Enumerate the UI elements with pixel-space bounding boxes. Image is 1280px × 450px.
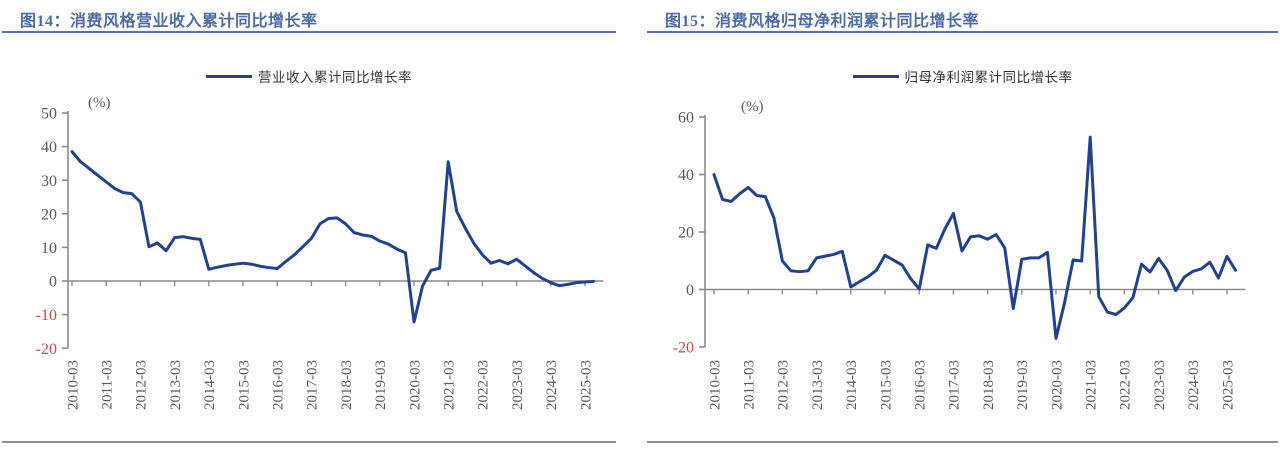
svg-text:2021-03: 2021-03 xyxy=(1083,360,1099,410)
legend-line-swatch xyxy=(852,74,899,78)
svg-text:2014-03: 2014-03 xyxy=(844,360,860,410)
svg-text:2012-03: 2012-03 xyxy=(134,360,150,410)
svg-text:-20: -20 xyxy=(36,341,57,358)
title-rule xyxy=(2,31,616,33)
svg-text:2019-03: 2019-03 xyxy=(1015,360,1031,410)
svg-text:2021-03: 2021-03 xyxy=(441,360,457,410)
svg-text:2023-03: 2023-03 xyxy=(510,360,526,410)
svg-text:2015-03: 2015-03 xyxy=(236,360,252,410)
svg-text:2014-03: 2014-03 xyxy=(202,360,218,410)
svg-text:50: 50 xyxy=(41,106,57,123)
svg-text:2015-03: 2015-03 xyxy=(878,360,894,410)
line-chart-canvas: 50 40 30 20 10 0 -10 -20 2010-03 2011-03 2012-03 20… xyxy=(36,95,604,410)
svg-text:2019-03: 2019-03 xyxy=(373,360,389,410)
svg-text:10: 10 xyxy=(41,240,57,257)
svg-text:40: 40 xyxy=(41,139,57,156)
svg-text:2011-03: 2011-03 xyxy=(99,360,115,409)
svg-text:(%): (%) xyxy=(88,95,111,111)
svg-text:(%): (%) xyxy=(741,99,764,115)
svg-text:2022-03: 2022-03 xyxy=(476,360,492,410)
legend-line-swatch xyxy=(206,74,252,78)
svg-text:2025-03: 2025-03 xyxy=(1220,360,1236,410)
svg-text:2016-03: 2016-03 xyxy=(270,360,286,410)
title-rule xyxy=(647,31,1278,33)
svg-text:2011-03: 2011-03 xyxy=(741,360,757,409)
svg-text:2013-03: 2013-03 xyxy=(168,360,184,410)
figure-title: 图14：消费风格营业收入累计同比增长率 xyxy=(20,13,318,30)
svg-text:2016-03: 2016-03 xyxy=(912,360,928,410)
line-chart-canvas: 60 40 20 0 -20 2010-03 2011-03 2012-03 2013-03 20… xyxy=(673,99,1246,410)
svg-text:2018-03: 2018-03 xyxy=(981,360,997,410)
svg-text:2020-03: 2020-03 xyxy=(407,360,423,410)
svg-text:0: 0 xyxy=(686,282,694,299)
svg-text:30: 30 xyxy=(41,173,57,190)
svg-text:40: 40 xyxy=(678,167,694,184)
svg-text:2024-03: 2024-03 xyxy=(544,360,560,410)
svg-text:-10: -10 xyxy=(36,307,57,324)
svg-text:0: 0 xyxy=(49,274,57,291)
svg-text:2020-03: 2020-03 xyxy=(1049,360,1065,410)
svg-text:2013-03: 2013-03 xyxy=(810,360,826,410)
legend: 归母净利润累计同比增长率 xyxy=(645,66,1280,86)
svg-text:2022-03: 2022-03 xyxy=(1118,360,1134,410)
svg-text:2012-03: 2012-03 xyxy=(776,360,792,410)
svg-text:2017-03: 2017-03 xyxy=(305,360,321,410)
footer-rule xyxy=(2,441,616,443)
legend: 营业收入累计同比增长率 xyxy=(0,66,618,86)
legend-label: 营业收入累计同比增长率 xyxy=(258,70,412,85)
svg-text:2010-03: 2010-03 xyxy=(707,360,723,410)
figure-title: 图15：消费风格归母净利润累计同比增长率 xyxy=(665,13,980,30)
svg-text:20: 20 xyxy=(41,206,57,223)
svg-text:2025-03: 2025-03 xyxy=(578,360,594,410)
svg-text:-20: -20 xyxy=(673,340,694,357)
figure-panel-15: 图15：消费风格归母净利润累计同比增长率 归母净利润累计同比增长率 60 40 20… xyxy=(645,0,1280,450)
svg-text:20: 20 xyxy=(678,225,694,242)
svg-text:2017-03: 2017-03 xyxy=(947,360,963,410)
svg-text:2024-03: 2024-03 xyxy=(1186,360,1202,410)
svg-text:2010-03: 2010-03 xyxy=(65,360,81,410)
figure-panel-14: 图14：消费风格营业收入累计同比增长率 营业收入累计同比增长率 50 40 30 20… xyxy=(0,0,618,450)
svg-text:2023-03: 2023-03 xyxy=(1152,360,1168,410)
svg-text:2018-03: 2018-03 xyxy=(339,360,355,410)
svg-text:60: 60 xyxy=(678,110,694,127)
legend-label: 归母净利润累计同比增长率 xyxy=(904,70,1073,85)
footer-rule xyxy=(647,441,1278,443)
